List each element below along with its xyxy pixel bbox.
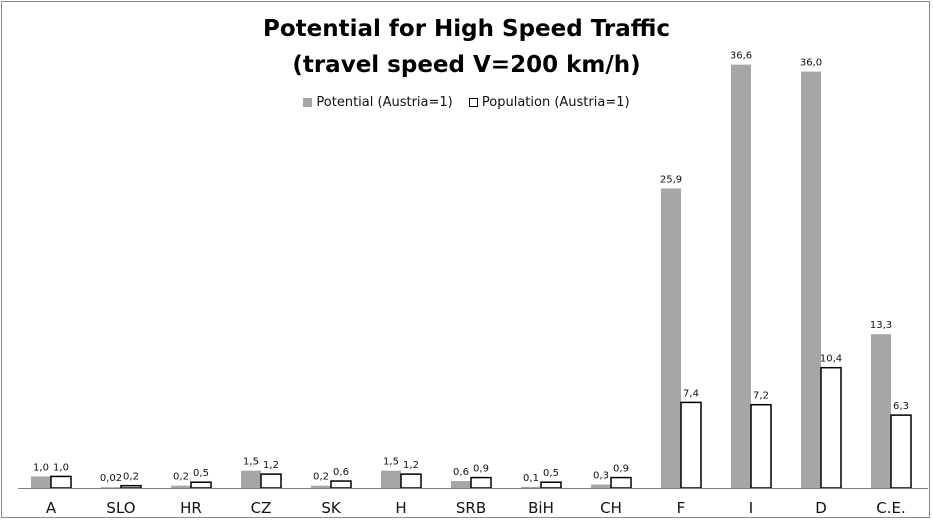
data-label-potential-SRB: 0,6 <box>453 467 469 478</box>
data-label-potential-HR: 0,2 <box>173 472 189 483</box>
bar-potential-A <box>31 476 51 488</box>
bar-population-SRB <box>470 476 492 489</box>
category-label-BiH: BiH <box>528 499 554 517</box>
data-label-potential-SLO: 0,02 <box>100 473 122 484</box>
legend-item-potential: Potential (Austria=1) <box>303 95 453 110</box>
category-label-CH: CH <box>600 499 622 517</box>
category-label-F: F <box>677 499 686 517</box>
data-label-population-A: 1,0 <box>53 462 69 473</box>
bar-potential-I <box>731 64 751 489</box>
data-label-potential-A: 1,0 <box>33 462 49 473</box>
bar-potential-H <box>381 470 401 488</box>
data-label-potential-BiH: 0,1 <box>523 473 539 484</box>
bars-layer <box>31 64 912 489</box>
category-label-H: H <box>395 499 406 517</box>
data-label-population-SRB: 0,9 <box>473 464 489 475</box>
data-label-population-CZ: 1,2 <box>263 460 279 471</box>
category-label-SK: SK <box>321 499 342 517</box>
category-label-A: A <box>46 499 57 517</box>
data-label-population-SLO: 0,2 <box>123 472 139 483</box>
data-label-potential-H: 1,5 <box>383 457 399 468</box>
bar-potential-C.E. <box>871 334 891 488</box>
data-labels-layer: 1,0 1,00,02 0,2 0,2 0,51,5 1,20,2 0,61,5 1,20,6… <box>33 51 909 485</box>
category-label-I: I <box>749 499 753 517</box>
legend-item-population: Population (Austria=1) <box>468 95 630 110</box>
bar-potential-BiH <box>521 486 541 488</box>
data-label-potential-F: 25,9 <box>660 174 682 185</box>
data-label-population-SK: 0,6 <box>333 467 349 478</box>
bar-population-BiH <box>540 481 562 489</box>
data-label-population-D: 10,4 <box>820 354 842 365</box>
bar-population-F <box>680 401 702 489</box>
data-label-potential-CH: 0,3 <box>593 471 609 482</box>
bar-potential-HR <box>171 485 191 488</box>
category-label-HR: HR <box>180 499 202 517</box>
data-label-population-C.E.: 6,3 <box>893 401 909 412</box>
data-label-population-H: 1,2 <box>403 460 419 471</box>
data-label-population-F: 7,4 <box>683 388 699 399</box>
category-label-D: D <box>815 499 827 517</box>
legend-swatch-potential <box>303 98 313 107</box>
chart-legend: Potential (Austria=1) Population (Austri… <box>0 95 933 111</box>
category-label-C.E.: C.E. <box>876 499 906 517</box>
data-label-population-BiH: 0,5 <box>543 468 559 479</box>
data-label-population-CH: 0,9 <box>613 464 629 475</box>
data-label-potential-CZ: 1,5 <box>243 457 259 468</box>
bar-potential-CH <box>591 484 611 488</box>
bar-population-CH <box>610 476 632 489</box>
legend-label-potential: Potential (Austria=1) <box>316 95 453 110</box>
bar-population-SLO <box>120 484 142 489</box>
category-labels-layer: A SLO HR CZ SK H SRB BiH CH F I D C.E. <box>46 499 906 517</box>
bar-population-H <box>400 473 422 489</box>
category-label-CZ: CZ <box>251 499 272 517</box>
bar-potential-D <box>801 71 821 488</box>
bar-potential-SRB <box>451 481 471 488</box>
category-label-SLO: SLO <box>106 499 135 517</box>
legend-label-population: Population (Austria=1) <box>481 95 630 110</box>
bar-potential-SK <box>311 485 331 488</box>
bar-potential-SLO <box>101 487 121 488</box>
bar-population-HR <box>190 481 212 489</box>
bar-population-A <box>50 475 72 489</box>
bar-population-I <box>750 403 772 489</box>
bar-population-D <box>820 366 842 489</box>
data-label-potential-I: 36,6 <box>730 51 752 62</box>
data-label-potential-C.E.: 13,3 <box>870 320 892 331</box>
chart-subtitle: (travel speed V=200 km/h) <box>292 52 641 78</box>
chart-title: Potential for High Speed Traffic <box>262 16 671 42</box>
category-label-SRB: SRB <box>456 499 486 517</box>
bar-population-C.E. <box>890 414 912 489</box>
bar-population-CZ <box>260 473 282 489</box>
bar-potential-CZ <box>241 470 261 488</box>
data-label-population-I: 7,2 <box>753 391 769 402</box>
data-label-population-HR: 0,5 <box>193 468 209 479</box>
bar-potential-F <box>661 188 681 488</box>
data-label-potential-D: 36,0 <box>800 58 822 69</box>
bar-population-SK <box>330 480 352 489</box>
legend-swatch-population <box>468 98 478 107</box>
data-label-potential-SK: 0,2 <box>313 472 329 483</box>
